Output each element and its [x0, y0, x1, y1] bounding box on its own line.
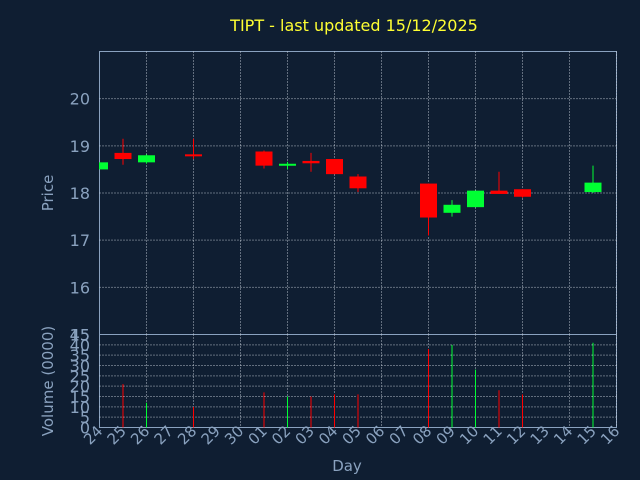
volume-tick-label: 40 — [70, 336, 90, 355]
x-tick-label: 26 — [127, 422, 153, 448]
volume-bars — [122, 342, 594, 428]
candle-04 — [326, 159, 343, 175]
candle-body — [467, 190, 484, 208]
candle-03 — [302, 152, 320, 172]
price-tick-label: 20 — [70, 90, 90, 109]
candle-05 — [349, 174, 367, 193]
volume-tick-label: 35 — [70, 346, 90, 365]
candle-09 — [443, 200, 461, 217]
x-tick-label: 25 — [104, 422, 130, 448]
price-tick-label: 18 — [70, 184, 90, 203]
volume-tick-label: 5 — [80, 408, 90, 427]
price-grid — [99, 51, 617, 335]
candle-body — [114, 152, 132, 160]
x-tick-label: 28 — [174, 422, 200, 448]
candle-body — [279, 163, 296, 166]
volume-tick-label: 20 — [70, 377, 90, 396]
candle-08 — [420, 183, 437, 236]
volume-axis-label: Volume (0000) — [39, 326, 57, 436]
x-tick-label: 01 — [245, 422, 271, 448]
candle-body — [443, 204, 461, 213]
volume-tick-label: 45 — [70, 326, 90, 345]
candle-12 — [514, 189, 531, 198]
price-axis-label: Price — [39, 175, 57, 212]
candle-body — [326, 159, 343, 175]
price-panel: 15 16 17 18 19 20 Price — [39, 51, 617, 345]
volume-tick-label: 30 — [70, 357, 90, 376]
price-tick-label: 17 — [70, 231, 90, 250]
candle-01 — [255, 150, 273, 169]
candle-15 — [584, 165, 602, 193]
candle-26 — [138, 154, 155, 164]
candles — [99, 138, 602, 236]
candle-11 — [490, 171, 508, 194]
x-tick-label: 14 — [550, 422, 576, 448]
x-tick-label: 10 — [456, 422, 482, 448]
candle-body — [490, 190, 508, 194]
price-tick-label: 16 — [70, 278, 90, 297]
x-tick-label: 27 — [151, 422, 177, 448]
candle-body — [514, 189, 531, 197]
candle-body — [584, 182, 602, 193]
price-y-ticks: 15 16 17 18 19 20 — [70, 90, 90, 345]
x-ticks: 2425262728293001020304050607080910111213… — [80, 422, 623, 448]
x-tick-label: 13 — [527, 422, 553, 448]
candle-body — [349, 176, 367, 189]
candle-body — [138, 155, 155, 163]
x-tick-label: 07 — [386, 422, 412, 448]
candle-28 — [185, 138, 202, 160]
x-tick-label: 09 — [433, 422, 459, 448]
candle-24 — [99, 162, 108, 170]
x-tick-label: 08 — [409, 422, 435, 448]
x-tick-label: 02 — [268, 422, 294, 448]
x-tick-label: 12 — [503, 422, 529, 448]
candle-body — [99, 162, 108, 170]
x-tick-label: 06 — [362, 422, 388, 448]
price-tick-label: 19 — [70, 137, 90, 156]
x-tick-label: 16 — [597, 422, 623, 448]
candle-body — [302, 160, 320, 164]
x-tick-label: 11 — [480, 422, 506, 448]
x-tick-label: 04 — [315, 422, 341, 448]
volume-tick-label: 15 — [70, 388, 90, 407]
chart-title: TIPT - last updated 15/12/2025 — [229, 16, 478, 35]
x-tick-label: 05 — [339, 422, 365, 448]
price-tick-label: 15 — [70, 326, 90, 345]
volume-tick-label: 10 — [70, 398, 90, 417]
candle-body — [255, 151, 273, 166]
volume-tick-label: 0 — [80, 419, 90, 438]
candle-body — [420, 183, 437, 218]
candle-02 — [279, 161, 296, 170]
candle-25 — [114, 138, 132, 165]
x-tick-label: 30 — [221, 422, 247, 448]
x-tick-label: 29 — [198, 422, 224, 448]
candle-body — [185, 154, 202, 157]
x-axis-label: Day — [332, 457, 362, 475]
x-tick-label: 15 — [574, 422, 600, 448]
volume-tick-label: 25 — [70, 367, 90, 386]
x-tick-label: 03 — [292, 422, 318, 448]
candle-10 — [467, 190, 484, 208]
